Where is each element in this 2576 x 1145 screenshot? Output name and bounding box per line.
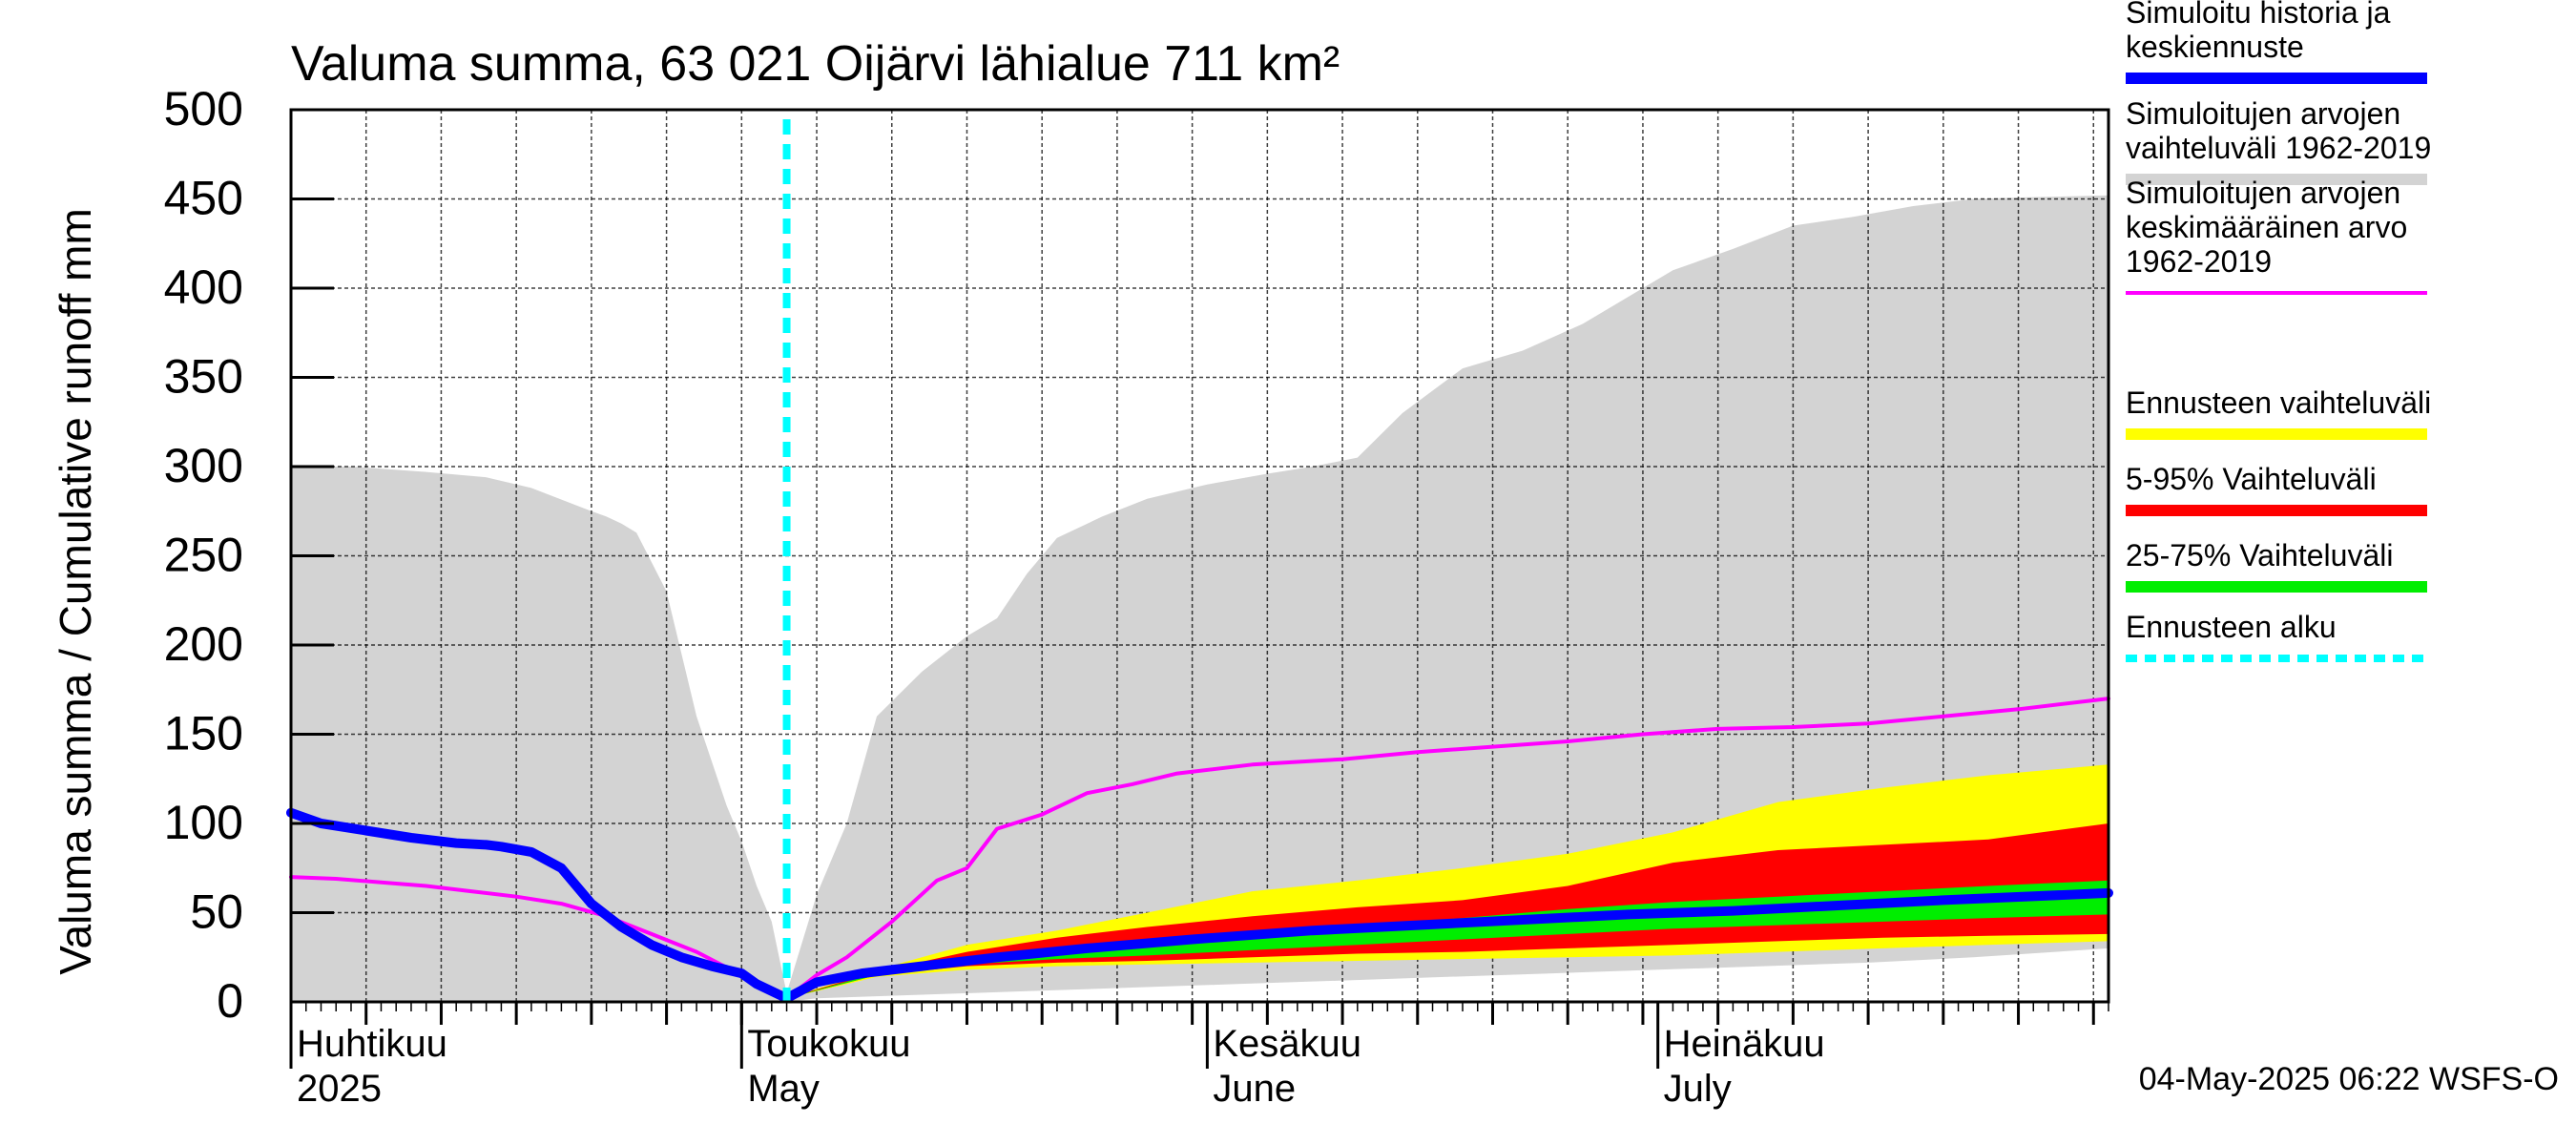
month-label-en: June — [1213, 1068, 1296, 1110]
legend-label: 1962-2019 — [2126, 244, 2272, 279]
legend-label: Simuloitu historia ja — [2126, 0, 2391, 30]
historical-mean-line — [289, 697, 2110, 1001]
month-label-fi: Kesäkuu — [1213, 1023, 1361, 1065]
legend-label: Ennusteen alku — [2126, 610, 2337, 644]
y-axis: 0 50 100 150 200 250 300 350 400 450 500 — [164, 82, 334, 1028]
y-axis-label: Valuma summa / Cumulative runoff mm — [51, 208, 100, 975]
y-tick-label: 300 — [164, 439, 243, 492]
chart-title: Valuma summa, 63 021 Oijärvi lähialue 71… — [291, 36, 1340, 92]
historical-range-area — [291, 195, 2109, 1003]
legend-label: Simuloitujen arvojen — [2126, 176, 2400, 210]
y-tick-label: 500 — [164, 82, 243, 135]
y-tick-label: 400 — [164, 260, 243, 314]
legend-label: vaihteluväli 1962-2019 — [2126, 131, 2431, 165]
legend-label: keskimääräinen arvo — [2126, 210, 2407, 244]
footer-timestamp: 04-May-2025 06:22 WSFS-O — [2139, 1061, 2559, 1097]
y-tick-label: 100 — [164, 796, 243, 849]
y-tick-label: 150 — [164, 707, 243, 760]
legend-label: keskiennuste — [2126, 30, 2304, 64]
legend-label: 25-75% Vaihteluväli — [2126, 538, 2393, 572]
month-label-en: July — [1664, 1068, 1732, 1110]
y-tick-label: 350 — [164, 350, 243, 404]
y-tick-label: 0 — [217, 974, 243, 1028]
month-label-fi: Toukokuu — [747, 1023, 910, 1065]
month-label-fi: Heinäkuu — [1664, 1023, 1825, 1065]
history-median-forecast-line — [286, 807, 2113, 1004]
month-label-en: May — [747, 1068, 820, 1110]
month-label-fi: Huhtikuu — [297, 1023, 447, 1065]
y-tick-label: 50 — [190, 885, 243, 939]
legend-label: 5-95% Vaihteluväli — [2126, 462, 2377, 496]
y-tick-label: 250 — [164, 529, 243, 582]
y-tick-label: 450 — [164, 172, 243, 225]
legend-label: Simuloitujen arvojen — [2126, 96, 2400, 131]
month-label-en: 2025 — [297, 1068, 382, 1110]
y-tick-label: 200 — [164, 617, 243, 671]
legend-label: Ennusteen vaihteluväli — [2126, 385, 2431, 420]
plot-area — [286, 108, 2113, 1004]
